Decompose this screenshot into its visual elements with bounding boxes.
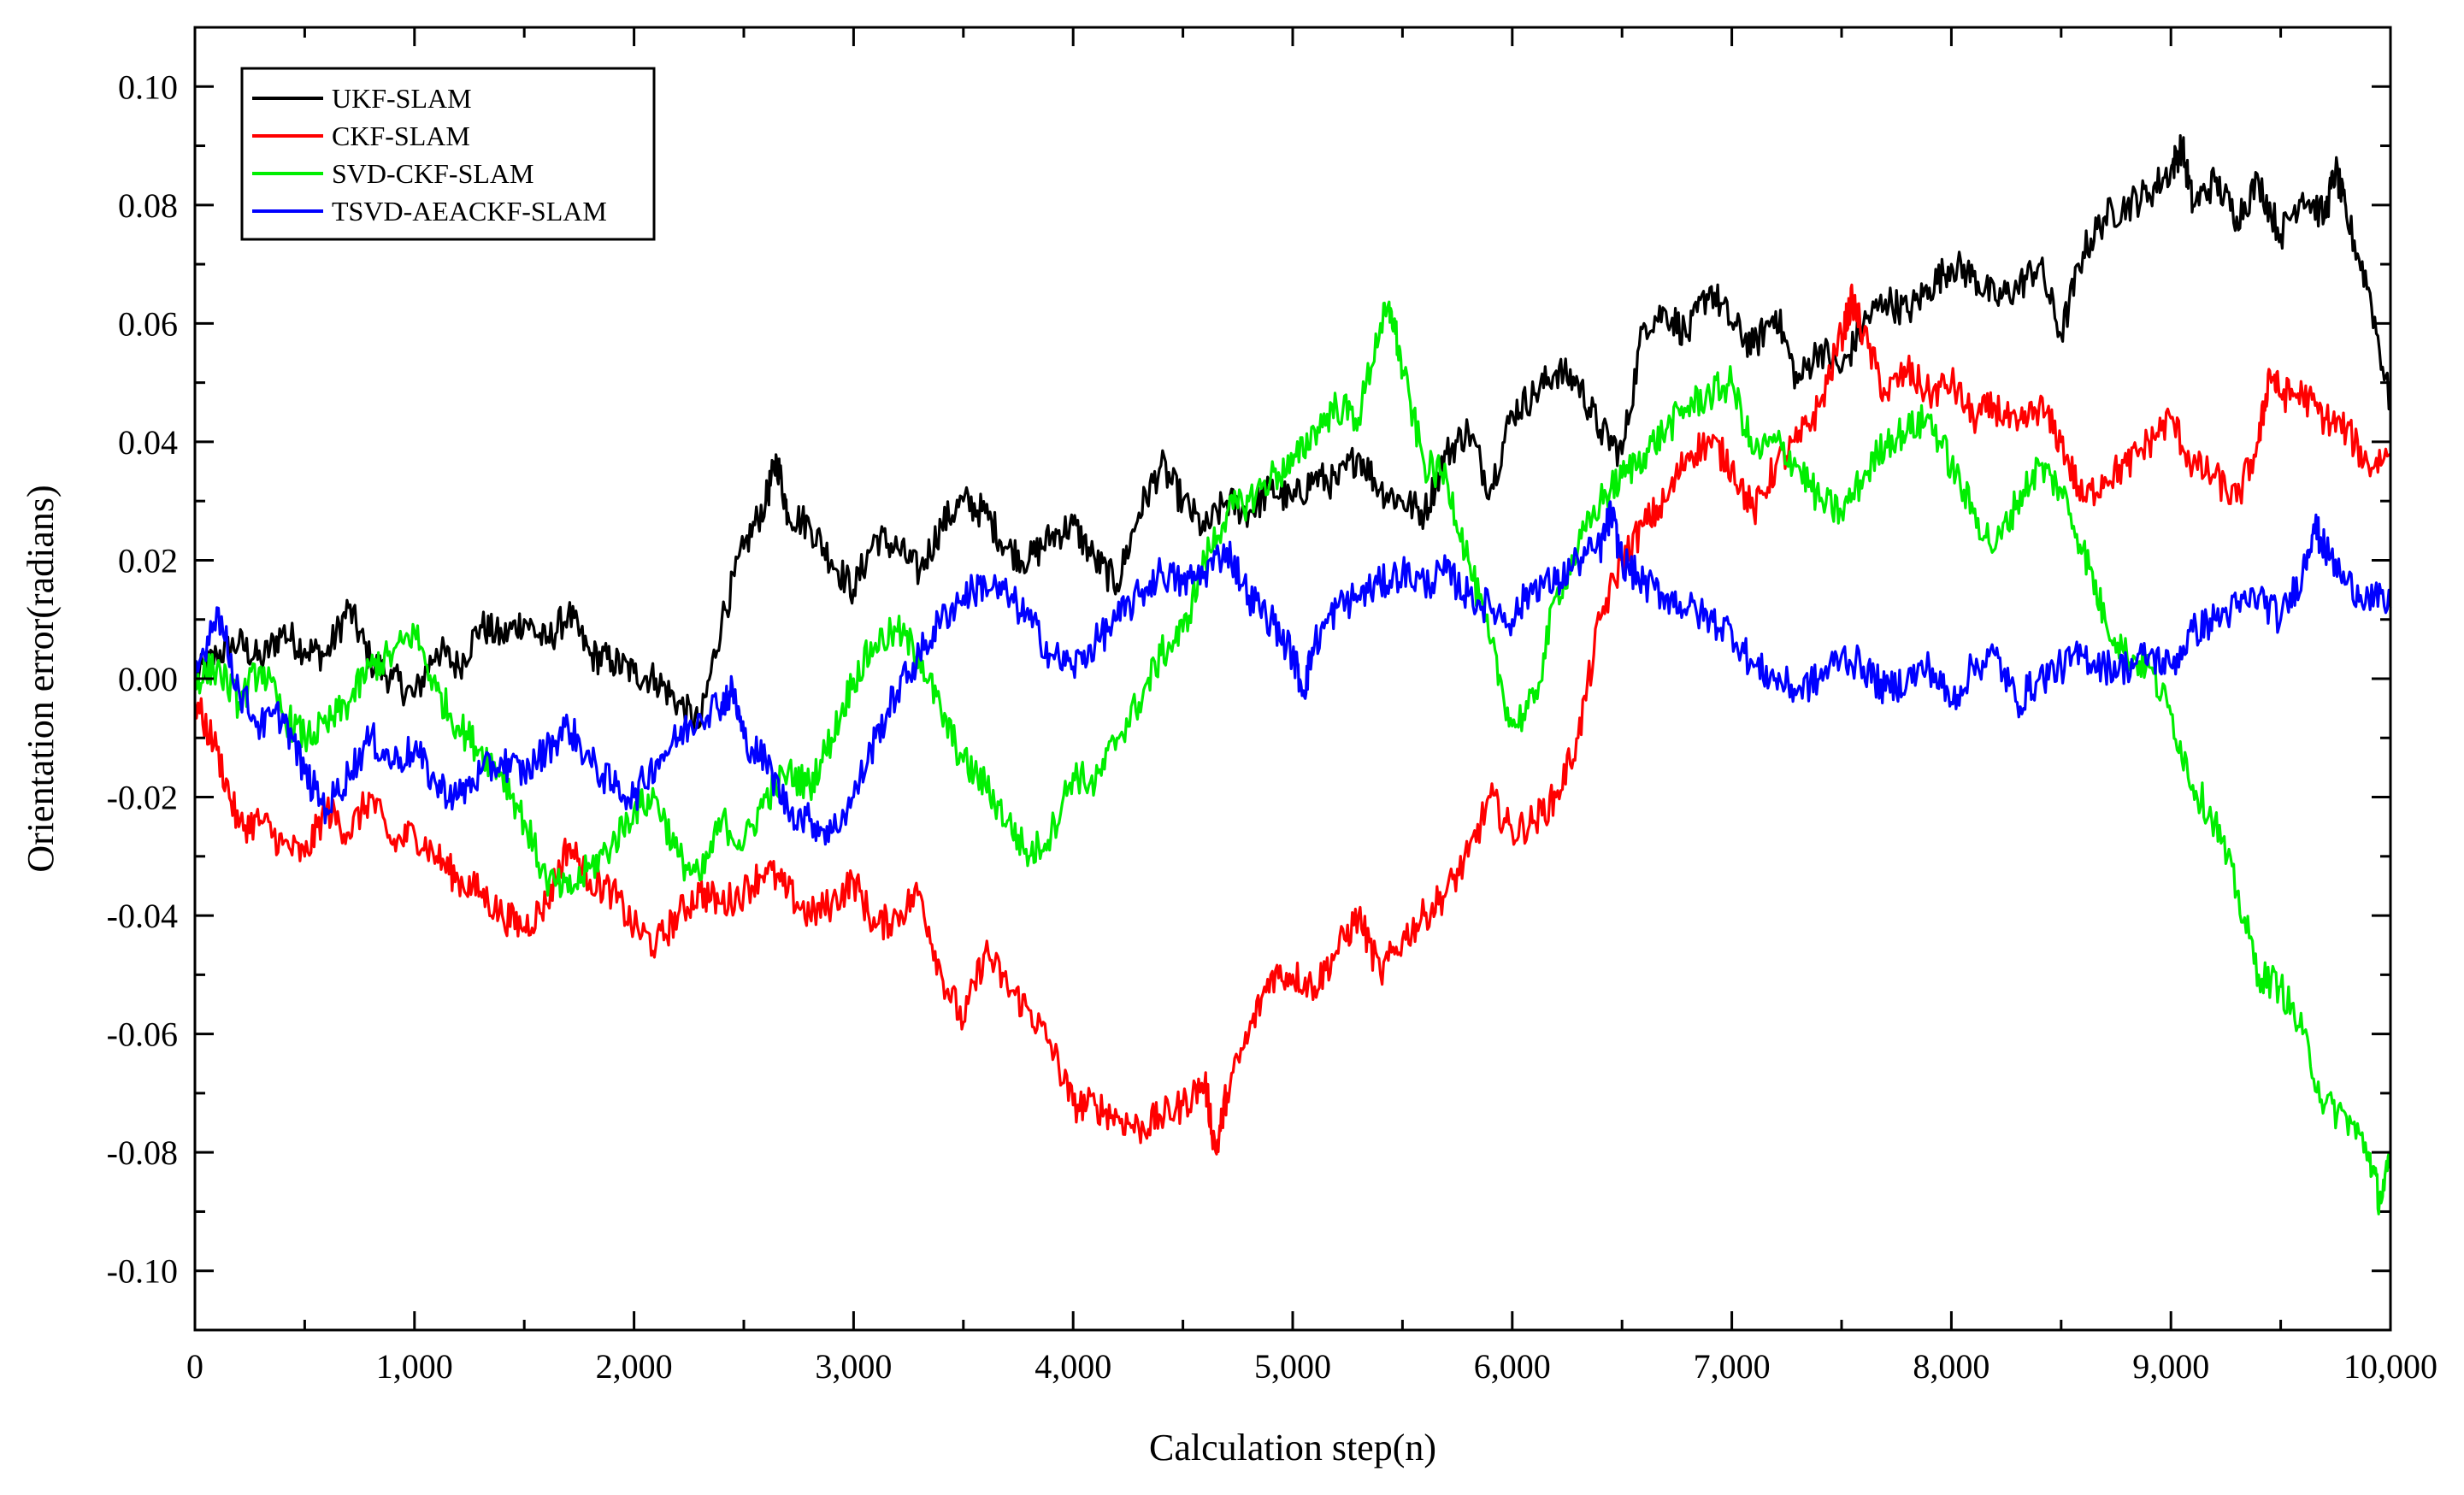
- series-line-ukf-slam: [193, 134, 2392, 732]
- legend-label: TSVD-AEACKF-SLAM: [332, 196, 607, 227]
- y-tick-label: -0.10: [107, 1252, 178, 1291]
- x-axis-title: Calculation step(n): [1149, 1427, 1436, 1469]
- y-tick-label: 0.10: [118, 68, 178, 106]
- y-tick-label: -0.04: [107, 897, 178, 935]
- x-tick-label: 1,000: [376, 1347, 453, 1386]
- legend-label: UKF-SLAM: [332, 83, 472, 114]
- y-tick-label: -0.02: [107, 779, 178, 817]
- legend-label: SVD-CKF-SLAM: [332, 158, 533, 189]
- series-line-ckf-slam: [193, 283, 2392, 1156]
- series-line-tsvd-aeackf-slam: [193, 500, 2392, 846]
- y-tick-label: 0.08: [118, 186, 178, 225]
- y-axis-ticks: -0.10 -0.08 -0.06 -0.04 -0.02 0.00 0.02 0.04 0.0…: [107, 26, 2390, 1332]
- legend-label: CKF-SLAM: [332, 121, 470, 151]
- x-tick-label: 3,000: [815, 1347, 892, 1386]
- x-tick-label: 0: [186, 1347, 203, 1386]
- y-tick-label: 0.02: [118, 541, 178, 580]
- x-tick-label: 8,000: [1913, 1347, 1989, 1386]
- x-axis-ticks: 0 1,000 2,000 3,000 4,000 5,000 6,000 7,000 8,00…: [186, 27, 2437, 1386]
- y-tick-label: 0.04: [118, 423, 178, 462]
- x-tick-label: 10,000: [2343, 1347, 2437, 1386]
- y-tick-label: -0.08: [107, 1133, 178, 1172]
- x-tick-label: 2,000: [596, 1347, 673, 1386]
- y-tick-label: -0.06: [107, 1015, 178, 1054]
- series-layer: [193, 134, 2392, 1215]
- legend: UKF-SLAM CKF-SLAM SVD-CKF-SLAM TSVD-AEACKF-…: [240, 67, 656, 241]
- y-tick-label: 0.06: [118, 304, 178, 343]
- series-line-svd-ckf-slam: [193, 300, 2392, 1215]
- y-axis-title: Orientation error(radians): [20, 485, 62, 872]
- y-tick-label: 0.00: [118, 660, 178, 698]
- x-tick-label: 6,000: [1474, 1347, 1551, 1386]
- x-tick-label: 4,000: [1035, 1347, 1111, 1386]
- x-tick-label: 5,000: [1254, 1347, 1331, 1386]
- x-tick-label: 7,000: [1694, 1347, 1771, 1386]
- legend-items: UKF-SLAM CKF-SLAM SVD-CKF-SLAM TSVD-AEACKF-…: [252, 83, 607, 227]
- x-tick-label: 9,000: [2132, 1347, 2209, 1386]
